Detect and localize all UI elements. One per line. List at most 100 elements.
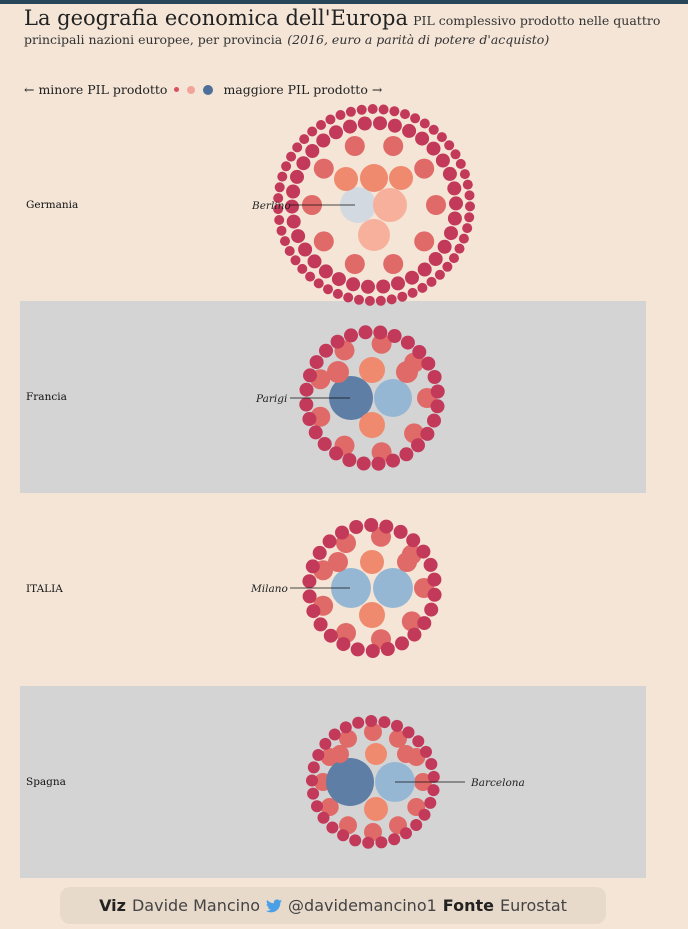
- bubble-francia-small: [356, 456, 371, 471]
- bubble-spagna-large: [365, 743, 387, 765]
- bubble-italia-small: [302, 589, 317, 604]
- bubble-spagna-small: [424, 796, 437, 809]
- bubble-germania-larger: [358, 219, 390, 251]
- bubble-germania-small: [428, 252, 443, 266]
- bubble-francia-small: [420, 426, 435, 441]
- bubble-germania-small: [274, 182, 285, 193]
- bubble-spagna-small: [400, 827, 412, 840]
- bubble-italia-medium: [401, 611, 422, 632]
- bubble-spagna-small: [402, 726, 415, 739]
- bubble-spagna-medium: [364, 723, 382, 741]
- bubble-germania-small: [343, 292, 354, 303]
- bubble-germania-small: [298, 242, 313, 257]
- bubble-germania-medium: [313, 231, 334, 252]
- credits-author: Davide Mancino: [131, 896, 261, 915]
- bubble-germania-small: [447, 211, 462, 226]
- bubble-germania-small: [361, 279, 375, 294]
- bubble-germania-small: [313, 278, 324, 289]
- bubble-germania-small: [284, 246, 295, 256]
- bubble-germania-small: [417, 282, 428, 293]
- bubble-germania-small: [449, 253, 459, 264]
- bubble-germania-small: [364, 295, 375, 306]
- bubble-francia-small: [430, 399, 445, 414]
- bubble-spagna-small: [427, 770, 440, 783]
- bubble-germania-small: [407, 287, 418, 298]
- panel-italia: ITALIA: [20, 493, 646, 685]
- bubble-germania-small: [285, 199, 299, 214]
- bubble-germania-small: [290, 255, 301, 266]
- bubble-spagna-small: [391, 719, 403, 732]
- size-legend: ← minore PIL prodotto maggiore PIL prodo…: [24, 82, 382, 97]
- city-label-germania: Berlino: [251, 200, 291, 212]
- bubble-italia-small: [380, 642, 395, 656]
- bubble-germania-small: [436, 132, 447, 143]
- bubble-germania-medium: [414, 231, 435, 252]
- bubble-francia-small: [358, 325, 373, 340]
- bubble-germania-small: [332, 288, 343, 299]
- bubble-germania-small: [442, 261, 453, 272]
- legend-left-label: ← minore PIL prodotto: [24, 82, 168, 97]
- bubble-francia-large: [359, 412, 385, 438]
- bubble-germania-small: [286, 151, 297, 162]
- bubble-spagna-medium: [364, 823, 382, 841]
- bubble-francia-small: [412, 345, 427, 359]
- bubble-italia-small: [365, 644, 380, 658]
- bubble-germania-small: [307, 254, 322, 269]
- bubble-italia-medium: [397, 552, 417, 572]
- bubble-germania-small: [376, 279, 391, 294]
- bubble-italia-small: [305, 559, 320, 574]
- bubble-germania-small: [273, 204, 284, 215]
- bubble-germania-small: [459, 169, 470, 180]
- legend-dot-small: [174, 87, 180, 92]
- bubble-germania-small: [464, 212, 475, 223]
- bubble-germania-small: [428, 124, 439, 135]
- bubble-spagna-small: [412, 735, 425, 748]
- bubble-germania-small: [378, 104, 389, 115]
- bubble-italia-small: [350, 642, 365, 657]
- bubble-germania-small: [325, 114, 336, 125]
- credits-footer: Viz Davide Mancino @davidemancino1 Fonte…: [60, 887, 606, 924]
- bubble-italia-small: [406, 533, 421, 548]
- bubble-germania-small: [389, 106, 400, 117]
- bubble-italia-small: [335, 525, 349, 540]
- bubble-spagna-top_dark: [326, 758, 374, 806]
- chart-title: La geografia economica dell'Europa: [24, 6, 409, 30]
- bubble-germania-small: [297, 263, 308, 274]
- bubble-germania-large: [360, 164, 388, 192]
- bubble-francia-small: [309, 355, 324, 370]
- bubble-spagna-small: [307, 787, 320, 800]
- top-accent-bar: [0, 0, 688, 4]
- bubble-francia-small: [342, 453, 357, 467]
- bubble-germania-small: [465, 201, 475, 212]
- bubble-germania-small: [464, 190, 475, 201]
- bubble-germania-top_light: [340, 187, 376, 223]
- bubble-germania-small: [373, 116, 387, 131]
- bubble-germania-small: [444, 140, 455, 151]
- bubble-italia-small: [364, 518, 379, 532]
- bubble-spagna-large: [364, 797, 388, 821]
- bubble-francia-small: [386, 453, 400, 468]
- bubble-germania-small: [307, 126, 318, 137]
- bubble-italia-small: [302, 574, 317, 589]
- credits-source-label: Fonte: [442, 896, 494, 915]
- bubble-francia-small: [302, 412, 317, 426]
- bubble-italia-medium: [328, 552, 348, 572]
- bubble-francia-medium: [396, 361, 418, 383]
- bubble-germania-small: [273, 193, 284, 204]
- country-label-francia: Francia: [26, 391, 67, 403]
- bubble-italia-small: [393, 524, 408, 539]
- bubble-spagna-small: [317, 811, 330, 824]
- legend-right-label: maggiore PIL prodotto →: [223, 82, 383, 97]
- bubble-germania-small: [375, 295, 386, 306]
- bubble-germania-small: [354, 294, 364, 305]
- bubble-francia-large: [359, 357, 385, 383]
- bubble-germania-medium: [383, 136, 404, 156]
- bubble-italia-small: [323, 628, 338, 643]
- bubble-germania-small: [346, 277, 361, 292]
- bubble-spagna-small: [362, 836, 375, 849]
- bubble-germania-large: [389, 166, 413, 190]
- bubble-francia-small: [319, 343, 333, 358]
- bubble-italia-small: [417, 616, 432, 631]
- bubble-germania-small: [400, 109, 410, 120]
- bubble-spagna-small: [311, 800, 323, 813]
